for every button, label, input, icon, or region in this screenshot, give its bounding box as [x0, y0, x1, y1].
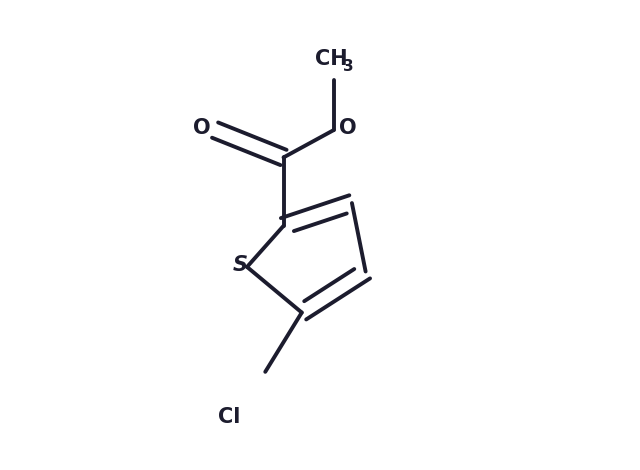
Text: 3: 3 — [344, 59, 354, 74]
Text: CH: CH — [315, 49, 348, 70]
Text: Cl: Cl — [218, 407, 240, 427]
Text: S: S — [233, 255, 248, 274]
Text: O: O — [193, 118, 210, 138]
Text: O: O — [339, 118, 356, 138]
